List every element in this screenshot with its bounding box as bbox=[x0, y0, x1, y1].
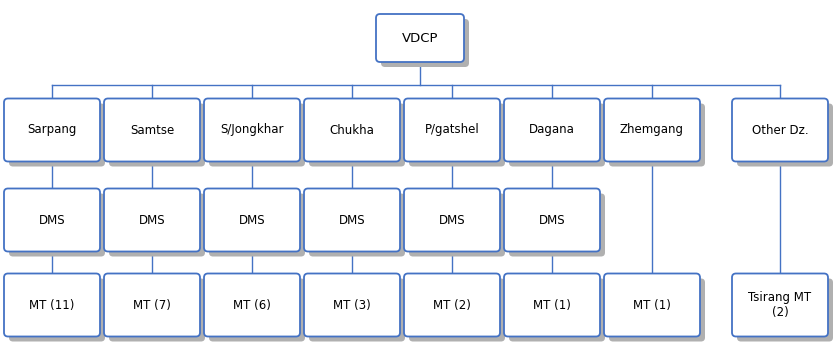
Text: MT (2): MT (2) bbox=[433, 298, 471, 312]
Text: Chukha: Chukha bbox=[329, 124, 375, 137]
FancyBboxPatch shape bbox=[4, 274, 100, 337]
Text: DMS: DMS bbox=[239, 214, 265, 226]
FancyBboxPatch shape bbox=[304, 274, 400, 337]
Text: Sarpang: Sarpang bbox=[28, 124, 76, 137]
FancyBboxPatch shape bbox=[4, 189, 100, 251]
Text: S/Jongkhar: S/Jongkhar bbox=[220, 124, 284, 137]
FancyBboxPatch shape bbox=[504, 189, 600, 251]
FancyBboxPatch shape bbox=[304, 189, 400, 251]
FancyBboxPatch shape bbox=[109, 278, 205, 341]
FancyBboxPatch shape bbox=[9, 278, 105, 341]
FancyBboxPatch shape bbox=[404, 274, 500, 337]
FancyBboxPatch shape bbox=[204, 189, 300, 251]
FancyBboxPatch shape bbox=[509, 103, 605, 166]
FancyBboxPatch shape bbox=[204, 99, 300, 162]
Text: MT (1): MT (1) bbox=[533, 298, 571, 312]
FancyBboxPatch shape bbox=[304, 99, 400, 162]
Text: VDCP: VDCP bbox=[402, 31, 438, 44]
FancyBboxPatch shape bbox=[409, 194, 505, 257]
FancyBboxPatch shape bbox=[732, 274, 828, 337]
FancyBboxPatch shape bbox=[204, 274, 300, 337]
Text: DMS: DMS bbox=[139, 214, 165, 226]
FancyBboxPatch shape bbox=[4, 99, 100, 162]
Text: DMS: DMS bbox=[538, 214, 565, 226]
Text: Zhemgang: Zhemgang bbox=[620, 124, 684, 137]
Text: DMS: DMS bbox=[39, 214, 66, 226]
Text: P/gatshel: P/gatshel bbox=[425, 124, 480, 137]
Text: MT (1): MT (1) bbox=[633, 298, 671, 312]
Text: Samtse: Samtse bbox=[130, 124, 174, 137]
FancyBboxPatch shape bbox=[404, 99, 500, 162]
FancyBboxPatch shape bbox=[509, 194, 605, 257]
FancyBboxPatch shape bbox=[609, 103, 705, 166]
FancyBboxPatch shape bbox=[209, 278, 305, 341]
FancyBboxPatch shape bbox=[409, 278, 505, 341]
Text: MT (3): MT (3) bbox=[333, 298, 371, 312]
FancyBboxPatch shape bbox=[509, 278, 605, 341]
FancyBboxPatch shape bbox=[9, 103, 105, 166]
Text: MT (6): MT (6) bbox=[233, 298, 271, 312]
FancyBboxPatch shape bbox=[209, 194, 305, 257]
FancyBboxPatch shape bbox=[404, 189, 500, 251]
Text: Dagana: Dagana bbox=[529, 124, 575, 137]
FancyBboxPatch shape bbox=[209, 103, 305, 166]
FancyBboxPatch shape bbox=[309, 103, 405, 166]
FancyBboxPatch shape bbox=[104, 99, 200, 162]
Text: Tsirang MT
(2): Tsirang MT (2) bbox=[748, 291, 811, 319]
FancyBboxPatch shape bbox=[9, 194, 105, 257]
FancyBboxPatch shape bbox=[309, 278, 405, 341]
FancyBboxPatch shape bbox=[309, 194, 405, 257]
FancyBboxPatch shape bbox=[504, 99, 600, 162]
Text: Other Dz.: Other Dz. bbox=[752, 124, 808, 137]
FancyBboxPatch shape bbox=[737, 278, 833, 341]
Text: MT (11): MT (11) bbox=[29, 298, 75, 312]
FancyBboxPatch shape bbox=[737, 103, 833, 166]
Text: DMS: DMS bbox=[438, 214, 465, 226]
FancyBboxPatch shape bbox=[732, 99, 828, 162]
FancyBboxPatch shape bbox=[409, 103, 505, 166]
Text: DMS: DMS bbox=[339, 214, 365, 226]
FancyBboxPatch shape bbox=[109, 103, 205, 166]
FancyBboxPatch shape bbox=[609, 278, 705, 341]
Text: MT (7): MT (7) bbox=[133, 298, 171, 312]
FancyBboxPatch shape bbox=[104, 274, 200, 337]
FancyBboxPatch shape bbox=[381, 19, 469, 67]
FancyBboxPatch shape bbox=[109, 194, 205, 257]
FancyBboxPatch shape bbox=[604, 274, 700, 337]
FancyBboxPatch shape bbox=[604, 99, 700, 162]
FancyBboxPatch shape bbox=[104, 189, 200, 251]
FancyBboxPatch shape bbox=[504, 274, 600, 337]
FancyBboxPatch shape bbox=[376, 14, 464, 62]
